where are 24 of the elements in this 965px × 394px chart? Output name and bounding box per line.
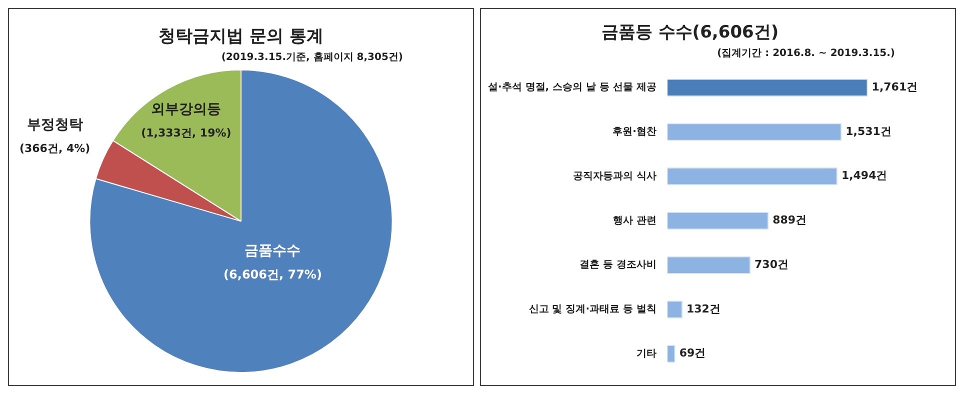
y-tick-label: 설·추석 명절, 스승의 날 등 선물 제공 [488, 82, 656, 94]
data-label: 1,531건 [846, 124, 892, 138]
data-label: (6,606건, 77%) [224, 268, 322, 282]
slice-label: 부정청탁 [26, 116, 83, 133]
data-label: 889건 [772, 214, 807, 227]
y-tick-label: 신고 및 징계·과태료 등 벌칙 [528, 304, 656, 316]
data-label: 132건 [686, 302, 720, 316]
chart-subtitle: (집계기간 : 2016.8. ~ 2019.3.15.) [717, 48, 895, 59]
data-label: (1,333건, 19%) [141, 126, 232, 140]
data-label: 730건 [754, 258, 788, 271]
data-label: (366건, 4%) [19, 142, 90, 156]
data-label: 1,494건 [841, 169, 888, 182]
y-tick-label: 후원·협찬 [612, 126, 656, 138]
y-tick-label: 행사 관련 [613, 215, 656, 226]
slice-label: 금품수수 [244, 243, 301, 260]
chart-title: 청탁금지법 문의 통계 [158, 26, 324, 47]
chart-title: 금품등 수수(6,606건) [601, 22, 779, 43]
data-label: 69건 [679, 346, 706, 360]
y-tick-label: 결혼 등 경조사비 [580, 260, 656, 271]
y-tick-label: 공직자등과의 식사 [573, 170, 656, 182]
slice-label: 외부강의등 [151, 101, 222, 118]
chart-subtitle: (2019.3.15.기준, 홈페이지 8,305건) [221, 52, 403, 63]
y-tick-label: 기타 [636, 348, 656, 360]
data-label: 1,761건 [872, 80, 918, 94]
